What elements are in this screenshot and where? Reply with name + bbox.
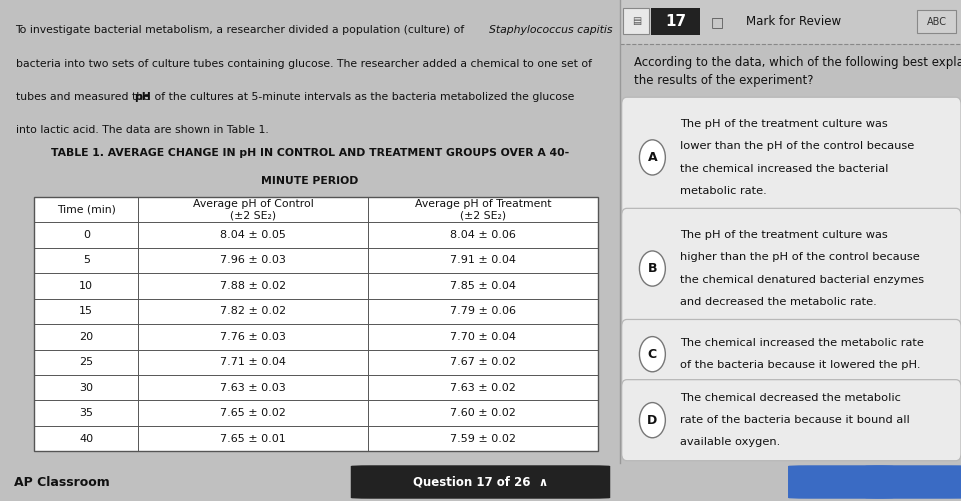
Text: The chemical decreased the metabolic: The chemical decreased the metabolic <box>679 393 900 403</box>
Text: and decreased the metabolic rate.: and decreased the metabolic rate. <box>679 297 876 307</box>
Text: tubes and measured the: tubes and measured the <box>15 92 153 102</box>
Text: 10: 10 <box>80 281 93 291</box>
Text: 25: 25 <box>79 357 93 367</box>
Text: higher than the pH of the control because: higher than the pH of the control becaus… <box>679 253 920 263</box>
Text: 7.70 ± 0.04: 7.70 ± 0.04 <box>450 332 516 342</box>
Text: of the bacteria because it lowered the pH.: of the bacteria because it lowered the p… <box>679 360 921 370</box>
Text: Time (min): Time (min) <box>57 204 115 214</box>
Text: into lactic acid. The data are shown in Table 1.: into lactic acid. The data are shown in … <box>15 125 268 135</box>
Text: □: □ <box>710 15 724 29</box>
Text: 17: 17 <box>665 14 686 29</box>
Text: (±2 SE₂): (±2 SE₂) <box>231 210 277 220</box>
Text: 7.91 ± 0.04: 7.91 ± 0.04 <box>450 256 516 266</box>
Text: 7.88 ± 0.02: 7.88 ± 0.02 <box>220 281 286 291</box>
Circle shape <box>639 337 665 372</box>
Text: 5: 5 <box>83 256 89 266</box>
Text: A: A <box>648 151 657 164</box>
Text: 7.79 ± 0.06: 7.79 ± 0.06 <box>450 307 516 316</box>
Bar <box>620 0 961 44</box>
Text: Average pH of Control: Average pH of Control <box>193 199 313 209</box>
Text: AP Classroom: AP Classroom <box>14 475 111 488</box>
Text: Question 17 of 26  ∧: Question 17 of 26 ∧ <box>413 475 548 488</box>
Circle shape <box>639 140 665 175</box>
Text: C: C <box>648 348 657 361</box>
Text: 8.04 ± 0.05: 8.04 ± 0.05 <box>220 230 286 240</box>
Text: Mark for Review: Mark for Review <box>746 15 841 28</box>
Text: ▤: ▤ <box>631 17 641 26</box>
Bar <box>917 10 956 34</box>
Bar <box>34 197 599 451</box>
Text: 7.96 ± 0.03: 7.96 ± 0.03 <box>220 256 286 266</box>
Bar <box>624 9 649 34</box>
Text: 7.65 ± 0.02: 7.65 ± 0.02 <box>220 408 286 418</box>
Text: D: D <box>648 414 657 427</box>
FancyBboxPatch shape <box>351 465 610 498</box>
Text: 20: 20 <box>79 332 93 342</box>
Text: the chemical denatured bacterial enzymes: the chemical denatured bacterial enzymes <box>679 275 924 285</box>
Text: 7.71 ± 0.04: 7.71 ± 0.04 <box>220 357 286 367</box>
Text: The chemical increased the metabolic rate: The chemical increased the metabolic rat… <box>679 338 924 348</box>
FancyBboxPatch shape <box>788 465 894 498</box>
FancyBboxPatch shape <box>622 380 961 461</box>
Bar <box>34 197 599 451</box>
Text: 7.63 ± 0.02: 7.63 ± 0.02 <box>451 383 516 393</box>
Text: lower than the pH of the control because: lower than the pH of the control because <box>679 141 914 151</box>
Circle shape <box>639 251 665 286</box>
Text: Staphylococcus capitis: Staphylococcus capitis <box>488 26 612 36</box>
Text: ABC: ABC <box>926 17 947 27</box>
FancyBboxPatch shape <box>622 320 961 389</box>
Bar <box>651 9 701 35</box>
Text: available oxygen.: available oxygen. <box>679 437 780 447</box>
Text: bacteria into two sets of culture tubes containing glucose. The researcher added: bacteria into two sets of culture tubes … <box>15 59 592 69</box>
Text: 35: 35 <box>80 408 93 418</box>
Text: 7.63 ± 0.03: 7.63 ± 0.03 <box>220 383 286 393</box>
Circle shape <box>639 403 665 438</box>
Text: rate of the bacteria because it bound all: rate of the bacteria because it bound al… <box>679 415 909 425</box>
Text: 7.82 ± 0.02: 7.82 ± 0.02 <box>220 307 286 316</box>
Text: Average pH of Treatment: Average pH of Treatment <box>415 199 552 209</box>
Text: 15: 15 <box>80 307 93 316</box>
Text: (±2 SE₂): (±2 SE₂) <box>460 210 506 220</box>
Text: To investigate bacterial metabolism, a researcher divided a population (culture): To investigate bacterial metabolism, a r… <box>15 26 468 36</box>
Text: 7.65 ± 0.01: 7.65 ± 0.01 <box>220 434 286 444</box>
Text: the chemical increased the bacterial: the chemical increased the bacterial <box>679 163 888 173</box>
Text: TABLE 1. AVERAGE CHANGE IN pH IN CONTROL AND TREATMENT GROUPS OVER A 40-: TABLE 1. AVERAGE CHANGE IN pH IN CONTROL… <box>51 148 569 158</box>
Text: 7.85 ± 0.04: 7.85 ± 0.04 <box>450 281 516 291</box>
FancyBboxPatch shape <box>622 97 961 217</box>
Text: 30: 30 <box>80 383 93 393</box>
FancyBboxPatch shape <box>622 208 961 329</box>
Text: B: B <box>648 262 657 275</box>
Text: of the cultures at 5-minute intervals as the bacteria metabolized the glucose: of the cultures at 5-minute intervals as… <box>151 92 575 102</box>
Text: 7.76 ± 0.03: 7.76 ± 0.03 <box>220 332 286 342</box>
Text: The pH of the treatment culture was: The pH of the treatment culture was <box>679 119 887 129</box>
Text: The pH of the treatment culture was: The pH of the treatment culture was <box>679 230 887 240</box>
Text: 7.67 ± 0.02: 7.67 ± 0.02 <box>450 357 516 367</box>
FancyBboxPatch shape <box>865 465 961 498</box>
Text: pH: pH <box>134 92 151 102</box>
Text: 8.04 ± 0.06: 8.04 ± 0.06 <box>451 230 516 240</box>
Text: 0: 0 <box>83 230 89 240</box>
Text: metabolic rate.: metabolic rate. <box>679 186 767 196</box>
Text: 7.59 ± 0.02: 7.59 ± 0.02 <box>450 434 516 444</box>
Text: According to the data, which of the following best explains
the results of the e: According to the data, which of the foll… <box>633 56 961 87</box>
Text: 40: 40 <box>79 434 93 444</box>
Text: MINUTE PERIOD: MINUTE PERIOD <box>261 176 358 186</box>
Text: 7.60 ± 0.02: 7.60 ± 0.02 <box>451 408 516 418</box>
